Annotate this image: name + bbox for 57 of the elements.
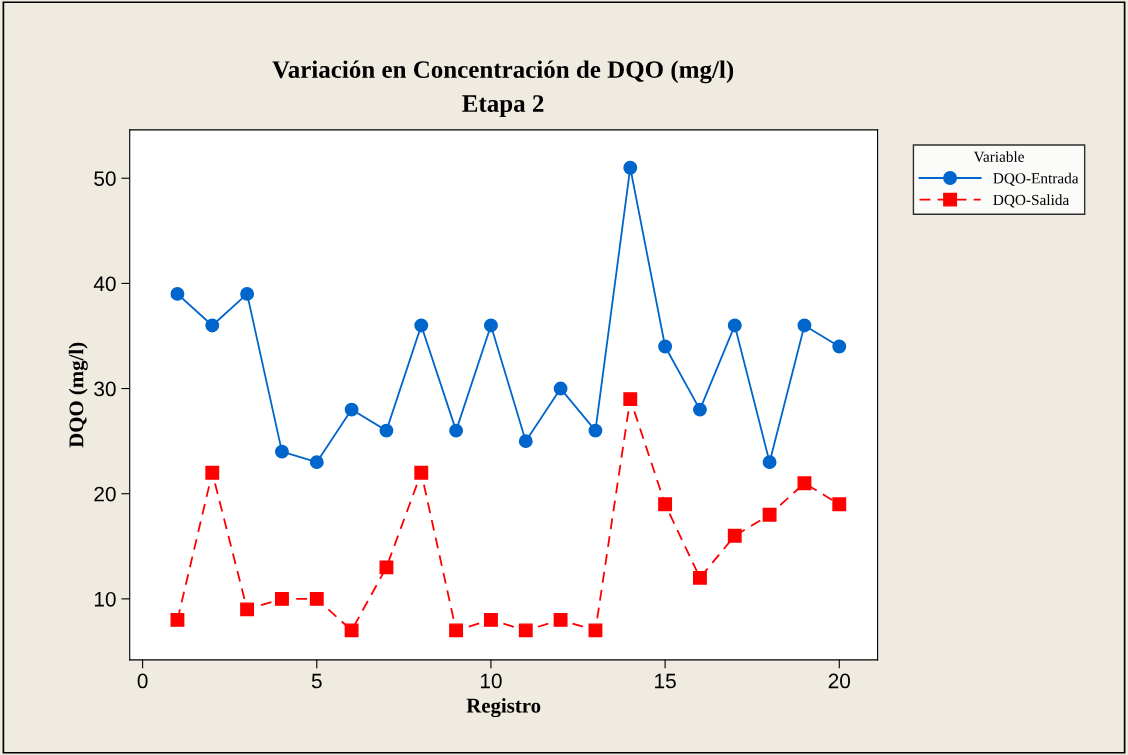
x-tick-label: 10 bbox=[480, 673, 502, 689]
point bbox=[344, 623, 359, 638]
y-tick-label: 20 bbox=[94, 486, 116, 502]
y-axis-title: DQO (mg/l) bbox=[68, 342, 88, 448]
point bbox=[205, 318, 220, 333]
point bbox=[797, 318, 812, 333]
point bbox=[692, 570, 707, 585]
x-tick-label: 15 bbox=[655, 673, 676, 689]
point bbox=[379, 423, 394, 438]
y-tick-label: 30 bbox=[94, 381, 116, 397]
point bbox=[309, 455, 324, 470]
point bbox=[553, 612, 568, 627]
point bbox=[414, 465, 429, 480]
x-tick-label: 0 bbox=[137, 673, 148, 689]
point bbox=[344, 402, 359, 417]
point bbox=[588, 623, 603, 638]
legend-title: Variable bbox=[973, 151, 1024, 162]
point bbox=[762, 507, 777, 522]
point bbox=[658, 497, 673, 512]
point bbox=[588, 423, 603, 438]
chart-subtitle: Etapa 2 bbox=[462, 95, 544, 118]
point bbox=[379, 560, 394, 575]
y-tick-label: 10 bbox=[94, 591, 116, 607]
point bbox=[832, 497, 847, 512]
point bbox=[797, 476, 812, 491]
point bbox=[449, 623, 464, 638]
legend-label: DQO-Entrada bbox=[993, 172, 1079, 186]
point bbox=[692, 402, 707, 417]
point bbox=[483, 318, 498, 333]
point bbox=[309, 591, 324, 606]
point bbox=[832, 339, 847, 354]
point bbox=[623, 160, 638, 175]
point bbox=[518, 434, 533, 449]
point bbox=[414, 318, 429, 333]
point bbox=[274, 444, 289, 459]
legend-label: DQO-Salida bbox=[993, 194, 1070, 208]
point bbox=[170, 286, 185, 301]
point bbox=[727, 318, 742, 333]
x-axis-title: Registro bbox=[466, 698, 541, 718]
chart-title: Variación en Concentración de DQO (mg/l) bbox=[272, 60, 734, 84]
point bbox=[762, 455, 777, 470]
point bbox=[483, 612, 498, 627]
x-tick-label: 20 bbox=[828, 673, 851, 689]
point bbox=[205, 465, 220, 480]
point bbox=[658, 339, 673, 354]
point bbox=[170, 612, 185, 627]
point bbox=[240, 602, 255, 617]
point bbox=[518, 623, 533, 638]
point bbox=[240, 286, 255, 301]
y-tick-label: 40 bbox=[93, 276, 116, 292]
point bbox=[449, 423, 464, 438]
point bbox=[727, 528, 742, 543]
point bbox=[623, 392, 638, 407]
point bbox=[553, 381, 568, 396]
point bbox=[274, 591, 289, 606]
x-tick-label: 5 bbox=[311, 673, 322, 689]
y-tick-label: 50 bbox=[94, 171, 116, 186]
